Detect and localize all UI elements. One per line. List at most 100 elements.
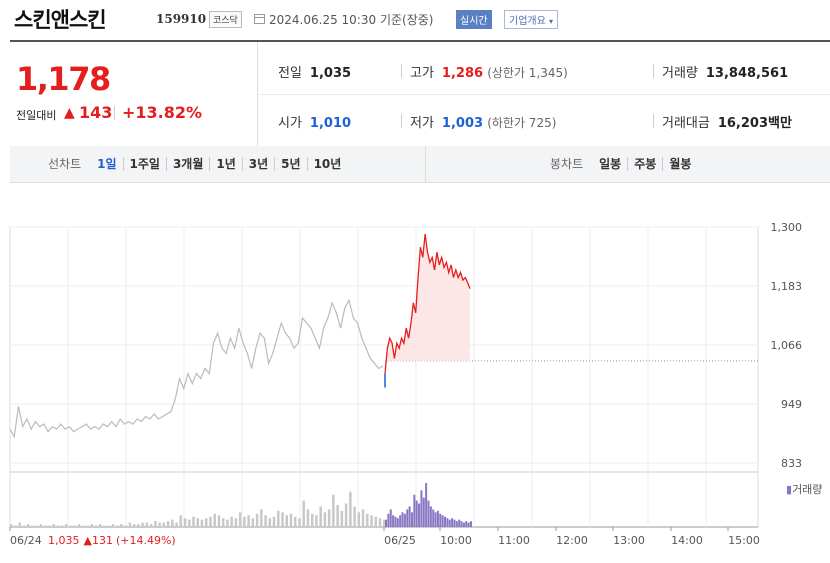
volume-bar-today: [465, 521, 468, 527]
change-value: 143: [79, 103, 113, 122]
volume-bar-prev: [192, 516, 195, 527]
volume-bar-today: [429, 506, 432, 527]
volume-bar-prev: [327, 509, 331, 527]
quote-basis: 기준(장중): [379, 13, 434, 27]
volume-bar-prev: [111, 524, 115, 527]
prev-day-pct: (+14.49%): [116, 534, 176, 547]
tab-1day[interactable]: 1일: [97, 157, 117, 171]
volume-bar-prev: [238, 512, 242, 527]
tab-monthly-candle[interactable]: 월봉: [662, 157, 698, 171]
tab-3month[interactable]: 3개월: [165, 157, 210, 171]
volume-bar-prev: [268, 518, 272, 527]
volume-bar-prev: [319, 506, 322, 527]
volume-bar-today: [470, 521, 472, 527]
volume-bar-prev: [52, 524, 55, 527]
volume-bar-prev: [35, 525, 38, 527]
volume-bar-prev: [370, 515, 373, 527]
volume-bar-prev: [31, 525, 34, 527]
volume-bar-today: [439, 513, 442, 527]
tab-3year[interactable]: 3년: [241, 157, 275, 171]
volume-bar-prev: [115, 525, 119, 527]
volume-bar-prev: [243, 516, 246, 527]
calendar-icon: [254, 14, 265, 24]
volume-bar-prev: [137, 524, 140, 527]
stat-amount-unit: 백만: [768, 116, 792, 131]
corp-info-dropdown[interactable]: 기업개요 ▾: [504, 10, 559, 29]
volume-bar-prev: [82, 525, 85, 527]
tab-1year[interactable]: 1년: [209, 157, 242, 171]
volume-bar-today: [427, 500, 430, 527]
tab-weekly-candle[interactable]: 주봉: [627, 157, 663, 171]
volume-bar-prev: [166, 521, 170, 527]
stat-open-value: 1,010: [309, 116, 352, 131]
volume-bar-prev: [361, 509, 365, 527]
tab-daily-candle[interactable]: 일봉: [599, 157, 622, 171]
prev-day-date: 06/24: [10, 534, 42, 547]
tab-10year[interactable]: 10년: [306, 157, 348, 171]
volume-bar-today: [453, 519, 456, 527]
volume-bar-prev: [260, 509, 263, 527]
realtime-button[interactable]: 실시간: [456, 10, 492, 29]
tabs-divider: [425, 146, 426, 182]
volume-bar-prev: [281, 512, 284, 527]
stat-prev: 전일 1,035: [278, 62, 351, 81]
stock-header: 스킨앤스킨 159910 코스닥 2024.06.25 10:30 기준(장중)…: [10, 0, 830, 40]
stat-open: 시가 1,010: [278, 112, 351, 131]
volume-bar-today: [462, 522, 465, 527]
stat-open-label: 시가: [278, 116, 302, 131]
volume-bar-today: [425, 483, 428, 527]
volume-bar-prev: [293, 516, 297, 527]
x-tick-label: 15:00: [728, 534, 760, 547]
volume-bar-today: [389, 509, 392, 527]
x-tick-label: 12:00: [556, 534, 588, 547]
volume-bar-prev: [99, 524, 102, 527]
volume-bar-prev: [289, 513, 293, 527]
tab-1week[interactable]: 1주일: [122, 157, 166, 171]
volume-bar-today: [413, 494, 416, 527]
y-tick-label: 949: [781, 398, 802, 411]
x-tick-label: 06/25: [384, 534, 416, 547]
volume-bar-prev: [213, 513, 216, 527]
change-separator: [114, 106, 115, 120]
volume-bar-today: [444, 516, 447, 527]
prev-day-change: 131: [92, 534, 113, 547]
x-tick-label: 13:00: [613, 534, 645, 547]
stat-volume: 거래량 13,848,561: [662, 62, 788, 81]
volume-bar-today: [418, 503, 421, 527]
volume-bar-prev: [73, 525, 77, 527]
volume-bar-today: [451, 518, 454, 527]
today-price-area: [385, 234, 470, 374]
volume-bar-prev: [217, 515, 221, 527]
stat-separator: [401, 64, 402, 78]
stat-amount: 거래대금 16,203백만: [662, 112, 792, 131]
volume-bar-prev: [251, 518, 255, 527]
volume-bar-prev: [230, 516, 233, 527]
y-tick-label: 1,183: [771, 280, 803, 293]
y-tick-label: 833: [781, 457, 802, 470]
stock-name: 스킨앤스킨: [14, 8, 107, 32]
stat-separator: [653, 64, 654, 78]
volume-bar-prev: [103, 525, 106, 527]
stat-lower-limit: (하한가 725): [487, 116, 557, 130]
tab-5year[interactable]: 5년: [274, 157, 307, 171]
stat-separator: [401, 114, 402, 128]
volume-bar-prev: [272, 516, 276, 527]
volume-bar-prev: [69, 525, 72, 527]
volume-bar-today: [422, 497, 425, 527]
volume-bar-prev: [120, 524, 123, 527]
volume-bar-today: [436, 510, 439, 527]
quote-datetime: 2024.06.25 10:30 기준(장중): [269, 11, 433, 28]
stock-code: 159910: [156, 12, 207, 26]
volume-bar-prev: [175, 522, 178, 527]
volume-bar-prev: [357, 512, 361, 527]
volume-bar-prev: [48, 525, 51, 527]
x-axis-ticks: 06/25 10:00 11:00 12:00 13:00 14:00 15:00: [9, 527, 760, 547]
prev-day-close: 1,035: [48, 534, 80, 547]
volume-bar-prev: [221, 518, 225, 527]
volume-bar-today: [415, 500, 418, 527]
volume-bar-prev: [204, 518, 208, 527]
volume-bar-prev: [302, 500, 305, 527]
volume-bar-prev: [285, 515, 289, 527]
volume-bars: [10, 483, 472, 527]
y-tick-label: 1,300: [771, 221, 803, 234]
